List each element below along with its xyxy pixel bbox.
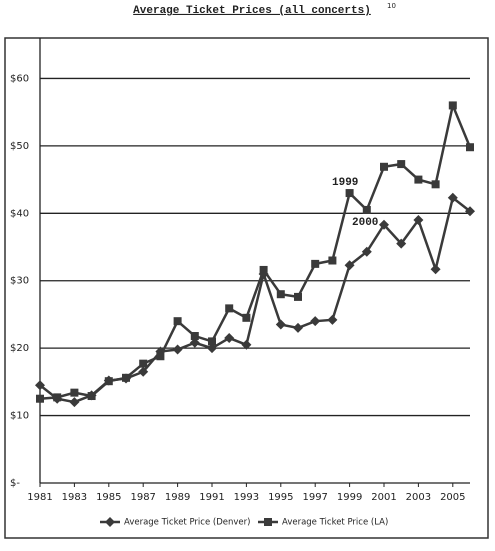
data-point [380,162,388,171]
data-point [36,394,44,403]
data-point [189,337,200,348]
data-point [259,265,268,274]
data-point [104,377,113,386]
legend-marker [264,518,272,526]
x-tick-label: 1991 [199,492,224,503]
data-point [53,393,62,402]
data-point [430,264,441,275]
data-point [328,256,337,265]
title-footnote: 10 [387,2,396,10]
data-point [345,189,354,198]
x-tick-label: 1983 [62,492,87,503]
data-point [242,313,251,322]
data-point [396,238,407,249]
x-tick-label: 1987 [130,492,155,503]
data-point [327,314,338,325]
data-point [190,332,199,341]
data-point [397,160,406,169]
y-tick-label: $30 [10,276,29,287]
data-point [225,304,234,313]
data-point [413,215,424,226]
data-point [431,180,440,189]
series-line [39,195,471,404]
data-point [173,317,182,326]
data-point [344,260,355,271]
x-tick-label: 1993 [234,492,259,503]
x-tick-label: 1981 [27,492,52,503]
x-tick-label: 2003 [406,492,431,503]
legend-label: Average Ticket Price (LA) [282,518,388,528]
data-point [207,343,217,354]
data-point [156,352,165,361]
data-point [139,359,148,368]
data-point [294,292,302,301]
chart-title: Average Ticket Prices (all concerts) [133,5,371,17]
series-line [39,101,472,400]
data-point [70,388,79,397]
data-point [293,322,303,333]
data-point [138,366,149,377]
x-tick-label: 2005 [440,492,465,503]
data-point [362,205,371,214]
x-tick-label: 1997 [302,492,327,503]
y-tick-label: $50 [10,141,29,152]
data-point [241,339,252,350]
data-point [276,290,285,299]
y-tick-label: $10 [10,411,29,422]
x-tick-label: 2001 [371,492,396,503]
legend-marker [105,517,115,527]
legend-label: Average Ticket Price (Denver) [124,518,250,528]
data-point [122,373,130,382]
data-point [466,143,474,152]
data-point [379,219,389,230]
y-tick-label: $- [10,478,20,489]
y-tick-label: $60 [10,73,29,84]
chart-frame [4,37,489,539]
data-point [224,333,235,344]
data-point [208,337,216,346]
data-point [310,316,321,327]
data-point [69,397,80,408]
data-point [35,380,45,391]
data-point [87,392,96,401]
annotation: 2000 [352,217,378,229]
annotation: 1999 [332,177,358,189]
data-point [414,175,423,184]
data-point [361,246,372,257]
x-tick-label: 1985 [96,492,121,503]
data-point [448,101,457,110]
data-point [311,259,320,268]
data-point [465,206,475,217]
data-point [275,319,286,330]
x-tick-label: 1999 [337,492,362,503]
x-tick-label: 1995 [268,492,293,503]
y-tick-label: $20 [10,343,29,354]
y-tick-label: $40 [10,208,29,219]
data-point [447,192,458,203]
x-tick-label: 1989 [165,492,190,503]
data-point [172,344,183,355]
